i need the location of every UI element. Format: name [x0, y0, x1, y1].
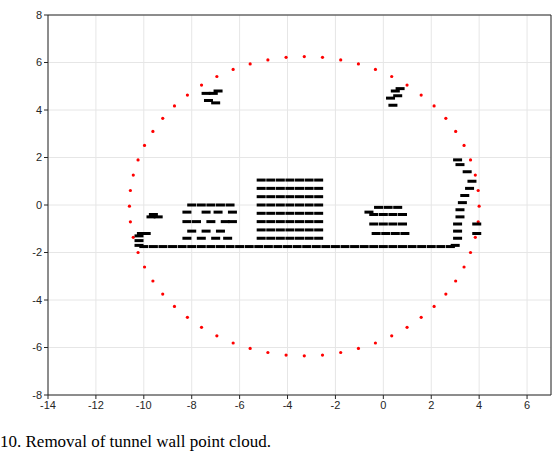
svg-text:2: 2 [36, 151, 42, 163]
svg-text:0: 0 [380, 399, 386, 411]
svg-text:-12: -12 [88, 399, 104, 411]
svg-text:-14: -14 [40, 399, 56, 411]
svg-text:-4: -4 [283, 399, 293, 411]
html-text:10. Removal of tunnel wall poi: 10. Removal of tunnel wall point cloud. [0, 432, 271, 451]
svg-text:-8: -8 [32, 389, 42, 401]
svg-text:6: 6 [36, 56, 42, 68]
svg-text:-2: -2 [331, 399, 341, 411]
svg-text:-4: -4 [32, 294, 42, 306]
svg-text:-10: -10 [136, 399, 152, 411]
svg-text:2: 2 [428, 399, 434, 411]
svg-text:0: 0 [36, 199, 42, 211]
svg-text:4: 4 [476, 399, 482, 411]
svg-text:8: 8 [36, 9, 42, 21]
svg-text:-2: -2 [32, 246, 42, 258]
svg-text:-8: -8 [187, 399, 197, 411]
svg-text:4: 4 [36, 104, 42, 116]
svg-text:-6: -6 [235, 399, 245, 411]
svg-text:6: 6 [524, 399, 530, 411]
svg-text:-6: -6 [32, 341, 42, 353]
